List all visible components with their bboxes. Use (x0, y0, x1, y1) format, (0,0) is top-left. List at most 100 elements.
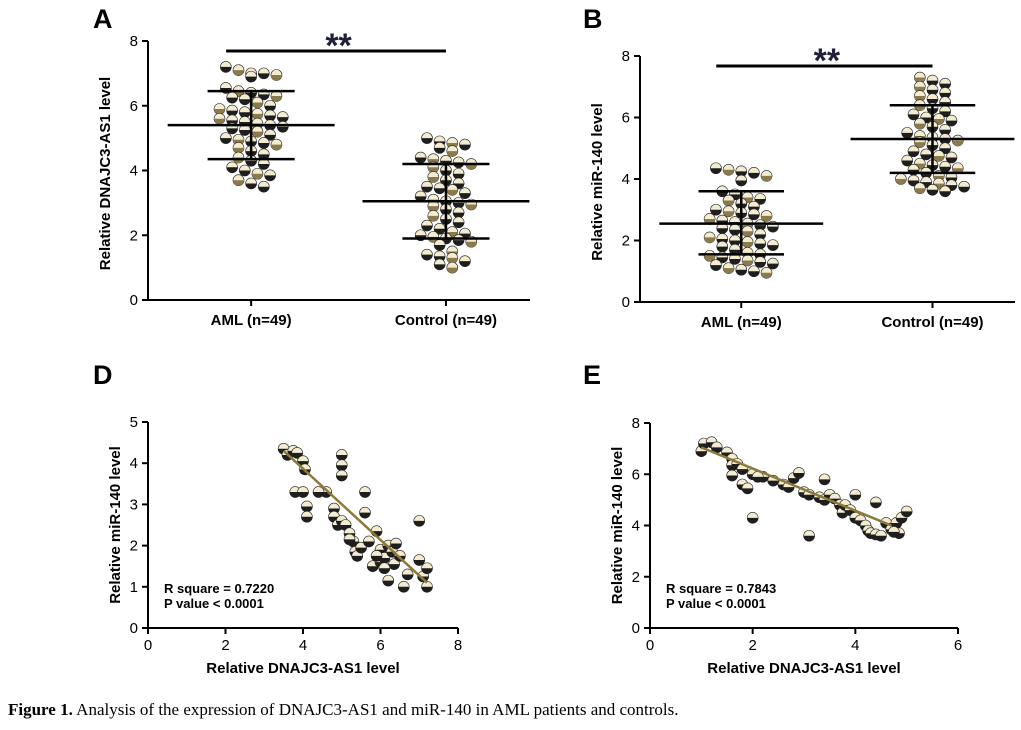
data-point (264, 109, 276, 122)
data-point (452, 197, 465, 209)
data-point (264, 99, 276, 112)
y-tick-label: 0 (632, 620, 640, 637)
dot-bottom-half (896, 517, 908, 524)
data-point (239, 93, 251, 106)
dot-bottom-half (767, 480, 779, 487)
dot-bottom-half (434, 147, 446, 154)
data-point (945, 151, 958, 164)
dot-bottom-half (710, 168, 722, 174)
x-axis-label: Relative DNAJC3-AS1 level (206, 660, 399, 677)
dot-bottom-half (895, 179, 907, 185)
dot-bottom-half (465, 204, 477, 210)
dot-bottom-half (927, 189, 938, 196)
dot-bottom-half (459, 144, 471, 151)
dot-bottom-half (382, 580, 394, 587)
data-point (382, 574, 395, 587)
dot-bottom-half (245, 160, 257, 167)
x-tick-label: 6 (954, 637, 962, 654)
dot-bottom-half (245, 76, 257, 83)
dot-bottom-half (415, 157, 427, 164)
data-point (726, 469, 738, 482)
y-tick-label: 8 (622, 48, 630, 65)
dot-bottom-half (277, 126, 289, 133)
data-point (741, 254, 754, 267)
y-tick-label: 6 (130, 98, 138, 115)
dot-bottom-half (446, 189, 458, 196)
data-point (907, 145, 920, 158)
data-point (926, 74, 939, 87)
data-point (914, 182, 926, 195)
data-point (239, 164, 251, 177)
data-point (951, 134, 964, 147)
panel-label-e: E (583, 360, 601, 390)
y-tick-label: 4 (130, 455, 138, 472)
data-point (900, 505, 913, 518)
data-point (359, 486, 371, 498)
dot-bottom-half (945, 157, 957, 163)
dot-bottom-half (914, 142, 926, 148)
dot-bottom-half (901, 132, 913, 139)
dot-bottom-half (264, 105, 276, 112)
data-point (301, 510, 313, 523)
dot-bottom-half (434, 264, 446, 270)
data-point (459, 138, 471, 151)
dot-bottom-half (301, 506, 313, 512)
data-point (446, 145, 459, 157)
dot-bottom-half (388, 564, 400, 570)
dot-bottom-half (245, 183, 257, 189)
y-tick-label: 2 (130, 538, 138, 555)
data-point (722, 205, 735, 218)
data-point (741, 225, 754, 238)
dot-bottom-half (914, 123, 926, 130)
dot-bottom-half (748, 271, 760, 277)
y-tick-label: 6 (632, 466, 640, 483)
dot-bottom-half (888, 531, 900, 538)
data-point (926, 183, 939, 196)
data-point (421, 248, 433, 261)
dot-bottom-half (258, 73, 270, 79)
panel-d: 0 1 2 3 4 5 0 2 4 6 8 Relative DNAJC3-AS1 level Rela… (107, 414, 462, 677)
y-tick-label: 4 (632, 518, 640, 535)
x-tick-label: 4 (851, 637, 859, 654)
data-point (446, 252, 459, 264)
data-point (767, 257, 779, 270)
dot-bottom-half (459, 193, 471, 199)
dot-bottom-half (427, 215, 439, 222)
dot-bottom-half (742, 242, 754, 248)
y-axis-label: Relative miR-140 level (589, 103, 606, 261)
dot-bottom-half (793, 472, 805, 479)
dot-bottom-half (351, 555, 363, 562)
x-category-label: AML (n=49) (701, 314, 782, 331)
dot-bottom-half (716, 246, 728, 253)
data-point (729, 223, 741, 236)
data-point (421, 580, 433, 593)
data-point (421, 132, 433, 144)
data-point (427, 171, 440, 183)
dot-bottom-half (258, 142, 270, 149)
data-point (849, 488, 862, 501)
x-tick-label: 2 (221, 637, 229, 654)
dot-bottom-half (716, 228, 728, 234)
data-point (388, 558, 400, 570)
dot-bottom-half (767, 245, 779, 251)
data-point (232, 151, 245, 164)
data-point (729, 253, 741, 265)
data-point (914, 117, 926, 130)
dot-bottom-half (920, 154, 932, 160)
y-tick-label: 3 (130, 496, 138, 513)
dot-bottom-half (434, 188, 446, 194)
data-point (907, 108, 920, 121)
dot-bottom-half (767, 263, 779, 270)
data-point (803, 529, 815, 542)
x-tick-label: 0 (144, 637, 152, 654)
y-tick-label: 4 (622, 171, 630, 188)
data-point (741, 236, 754, 248)
significance-label: ** (325, 27, 352, 65)
x-tick-label: 6 (376, 637, 384, 654)
dot-bottom-half (434, 244, 446, 251)
dot-bottom-half (367, 566, 379, 572)
data-point (427, 210, 440, 222)
dot-bottom-half (952, 140, 964, 147)
dot-bottom-half (819, 499, 831, 506)
dot-bottom-half (761, 215, 773, 222)
